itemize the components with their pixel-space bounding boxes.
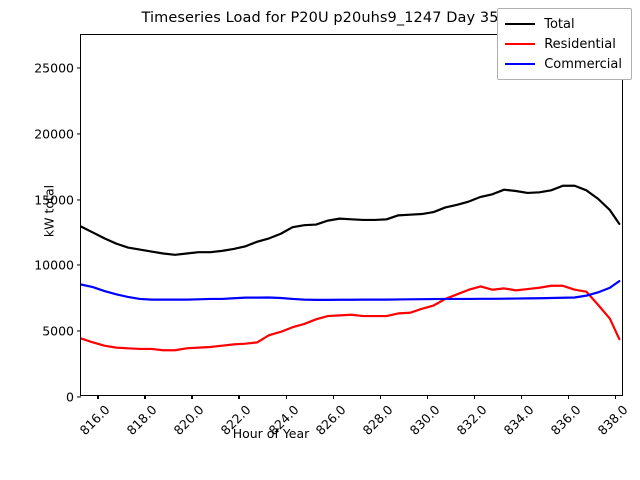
- x-tick-mark: [191, 395, 193, 399]
- x-tick-label: 836.0: [547, 402, 584, 438]
- legend-swatch-total: [505, 23, 536, 25]
- y-tick-label: 15000: [34, 192, 74, 208]
- x-tick-label: 838.0: [594, 402, 631, 438]
- y-tick-label: 10000: [34, 257, 74, 273]
- x-tick-label: 816.0: [77, 402, 114, 438]
- y-tick-mark: [77, 264, 81, 266]
- series-line-total: [81, 184, 621, 256]
- x-tick-mark: [144, 395, 146, 399]
- y-tick-mark: [77, 67, 81, 69]
- plot-lines: [81, 184, 621, 352]
- legend-item-total: Total: [505, 14, 622, 34]
- x-tick-mark: [520, 395, 522, 399]
- series-line-commercial: [81, 280, 621, 301]
- x-tick-mark: [379, 395, 381, 399]
- x-tick-label: 834.0: [500, 402, 537, 438]
- legend-item-residential: Residential: [505, 34, 622, 54]
- y-tick-mark: [77, 198, 81, 201]
- x-tick-mark: [285, 395, 287, 399]
- series-line-residential: [81, 284, 621, 352]
- x-tick-label: 828.0: [359, 402, 396, 438]
- legend-label: Commercial: [544, 56, 622, 72]
- x-tick-mark: [332, 395, 334, 399]
- legend-label: Total: [544, 16, 575, 32]
- x-axis-label: Hour of Year: [232, 426, 310, 441]
- x-tick-mark: [426, 395, 428, 399]
- x-tick-mark: [238, 395, 240, 399]
- x-tick-mark: [614, 395, 616, 399]
- plot-area: 0 5000 10000 15000 20000 25000 kW total 816.0 81…: [34, 34, 630, 438]
- x-tick-label: 832.0: [453, 402, 490, 438]
- y-tick-label: 25000: [34, 60, 74, 76]
- y-tick-mark: [77, 133, 81, 135]
- x-tick-label: 826.0: [312, 402, 349, 438]
- legend-swatch-commercial: [505, 63, 536, 65]
- y-tick-label: 20000: [34, 126, 74, 142]
- legend-item-commercial: Commercial: [505, 54, 622, 74]
- x-tick-mark: [567, 395, 569, 399]
- x-tick-label: 830.0: [406, 402, 443, 438]
- y-tick-mark: [77, 330, 81, 332]
- x-tick-label: 818.0: [124, 402, 161, 438]
- legend-label: Residential: [544, 36, 616, 52]
- y-axis-label: kW total: [41, 184, 57, 238]
- y-tick-label: 5000: [42, 323, 74, 339]
- x-tick-mark: [97, 395, 99, 399]
- chart-title: Timeseries Load for P20U p20uhs9_1247 Da…: [141, 10, 499, 26]
- x-tick-label: 820.0: [171, 402, 208, 438]
- legend-swatch-residential: [505, 43, 536, 45]
- x-tick-mark: [473, 395, 475, 399]
- y-tick-label: 0: [66, 389, 74, 405]
- legend: Total Residential Commercial: [497, 8, 632, 80]
- y-tick-mark: [77, 396, 81, 398]
